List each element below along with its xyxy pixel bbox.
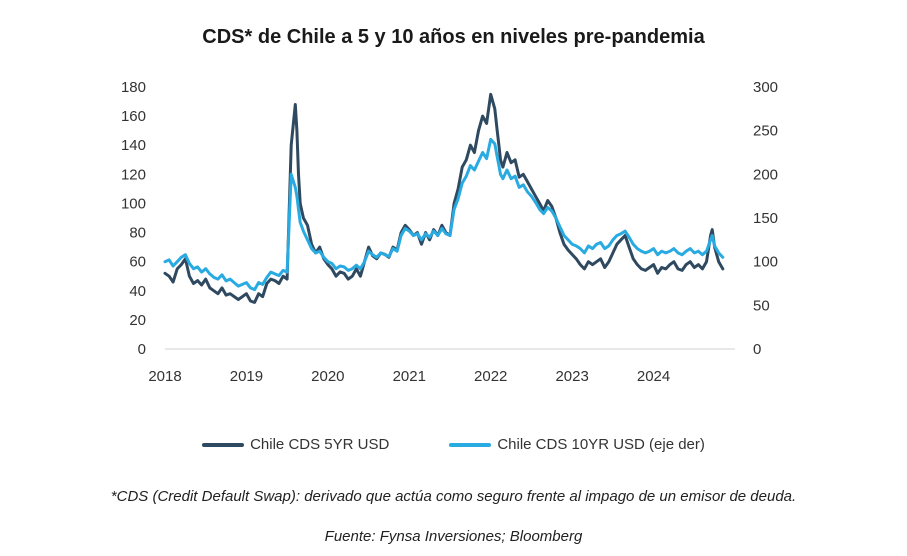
y-right-tick-label: 0 — [753, 341, 761, 358]
footnote: *CDS (Credit Default Swap): derivado que… — [110, 488, 797, 505]
y-right-axis: 0 50 100 150 200 250 300 — [753, 79, 778, 358]
legend-label-5yr: Chile CDS 5YR USD — [250, 436, 390, 453]
y-left-tick-label: 160 — [121, 108, 146, 125]
y-right-tick-label: 250 — [753, 123, 778, 140]
series-layer — [163, 92, 725, 304]
legend: Chile CDS 5YR USD Chile CDS 10YR USD (ej… — [0, 436, 907, 453]
y-left-tick-label: 100 — [121, 195, 146, 212]
legend-swatch-5yr — [202, 442, 245, 447]
y-left-tick-label: 180 — [121, 79, 146, 96]
y-right-tick-label: 200 — [753, 166, 778, 183]
y-right-tick-label: 300 — [753, 79, 778, 96]
y-left-axis: 0 20 40 60 80 100 120 140 160 180 — [121, 79, 146, 358]
legend-label-10yr: Chile CDS 10YR USD (eje der) — [497, 436, 705, 453]
legend-item-5yr: Chile CDS 5YR USD — [202, 436, 389, 453]
x-tick-label: 2024 — [637, 368, 670, 385]
y-right-tick-label: 150 — [753, 210, 778, 227]
source-note: Fuente: Fynsa Inversiones; Bloomberg — [324, 528, 583, 545]
y-left-tick-label: 80 — [129, 225, 146, 242]
x-tick-label: 2019 — [230, 368, 263, 385]
x-axis: 2018 2019 2020 2021 2022 2023 2024 — [148, 368, 670, 385]
y-right-tick-label: 50 — [753, 297, 770, 314]
x-tick-label: 2022 — [474, 368, 507, 385]
chart-title: CDS* de Chile a 5 y 10 años en niveles p… — [202, 26, 705, 48]
y-left-tick-label: 140 — [121, 137, 146, 154]
y-left-tick-label: 60 — [129, 254, 146, 271]
series-line-10yr — [163, 137, 725, 292]
y-left-tick-label: 40 — [129, 283, 146, 300]
y-left-tick-label: 120 — [121, 166, 146, 183]
y-left-tick-label: 20 — [129, 312, 146, 329]
x-tick-label: 2021 — [393, 368, 426, 385]
legend-item-10yr: Chile CDS 10YR USD (eje der) — [449, 436, 705, 453]
y-left-tick-label: 0 — [138, 341, 146, 358]
x-tick-label: 2020 — [311, 368, 344, 385]
x-tick-label: 2018 — [148, 368, 181, 385]
legend-swatch-10yr — [449, 442, 492, 447]
y-right-tick-label: 100 — [753, 254, 778, 271]
series-line-5yr — [163, 92, 725, 304]
x-tick-label: 2023 — [555, 368, 588, 385]
